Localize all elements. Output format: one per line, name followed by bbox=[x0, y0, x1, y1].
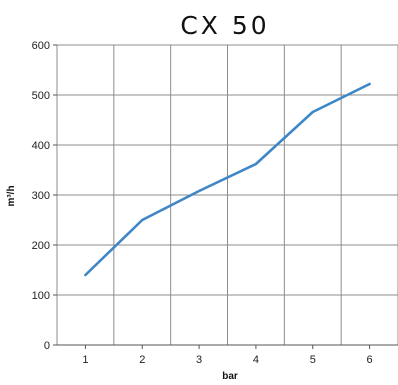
y-tick-label: 400 bbox=[32, 140, 50, 152]
x-tick-label: 2 bbox=[139, 354, 145, 366]
series-layer bbox=[84, 82, 371, 277]
y-tick-label: 200 bbox=[32, 240, 50, 252]
x-tick-label: 3 bbox=[196, 354, 202, 366]
axes bbox=[53, 44, 398, 349]
x-tick-label: 5 bbox=[310, 354, 316, 366]
y-tick-label: 100 bbox=[32, 290, 50, 302]
y-tick-label: 600 bbox=[32, 40, 50, 52]
grid bbox=[56, 44, 398, 345]
y-axis-label: m³/h bbox=[6, 185, 17, 206]
tick-labels: 0 100 200 300 400 500 600 1 2 3 4 5 6 bbox=[32, 40, 373, 366]
series-line bbox=[84, 82, 371, 277]
chart-title: CX 50 bbox=[180, 11, 269, 40]
y-tick-label: 500 bbox=[32, 90, 50, 102]
y-tick-label: 300 bbox=[32, 190, 50, 202]
x-tick-label: 1 bbox=[82, 354, 88, 366]
x-tick-label: 4 bbox=[253, 354, 259, 366]
x-tick-label: 6 bbox=[367, 354, 373, 366]
x-axis-label: bar bbox=[222, 371, 238, 382]
y-tick-label: 0 bbox=[44, 340, 50, 352]
